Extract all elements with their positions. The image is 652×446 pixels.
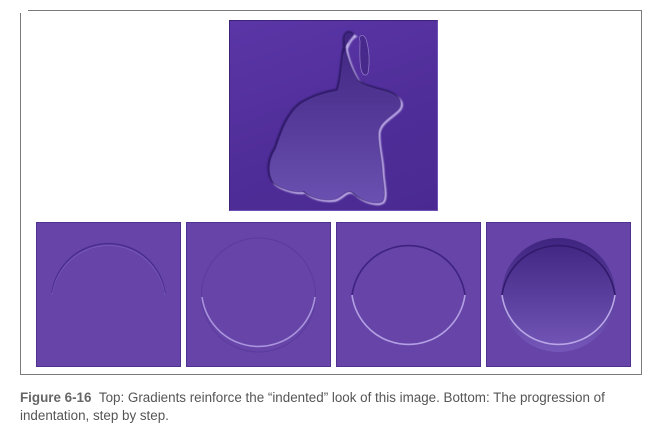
- step-1-panel: [36, 222, 181, 367]
- step-3-panel: [336, 222, 481, 367]
- bunny-silhouette: [269, 33, 401, 203]
- step-3-circle: [351, 244, 466, 346]
- step-4-panel: [486, 222, 631, 367]
- bunny-illustration: [267, 31, 403, 206]
- bunny-back-ear: [359, 35, 370, 76]
- step-2-panel: [186, 222, 331, 367]
- step-1-circle: [51, 242, 166, 296]
- bunny-image-panel: [229, 20, 438, 211]
- figure-label: Figure 6-16: [20, 390, 92, 405]
- figure-caption: Figure 6-16 Top: Gradients reinforce the…: [20, 389, 620, 425]
- caption-text: Top: Gradients reinforce the “indented” …: [20, 390, 605, 423]
- frame-corner-gap: [20, 10, 28, 13]
- step-2-circle: [201, 237, 316, 353]
- step-4-circle: [501, 238, 616, 352]
